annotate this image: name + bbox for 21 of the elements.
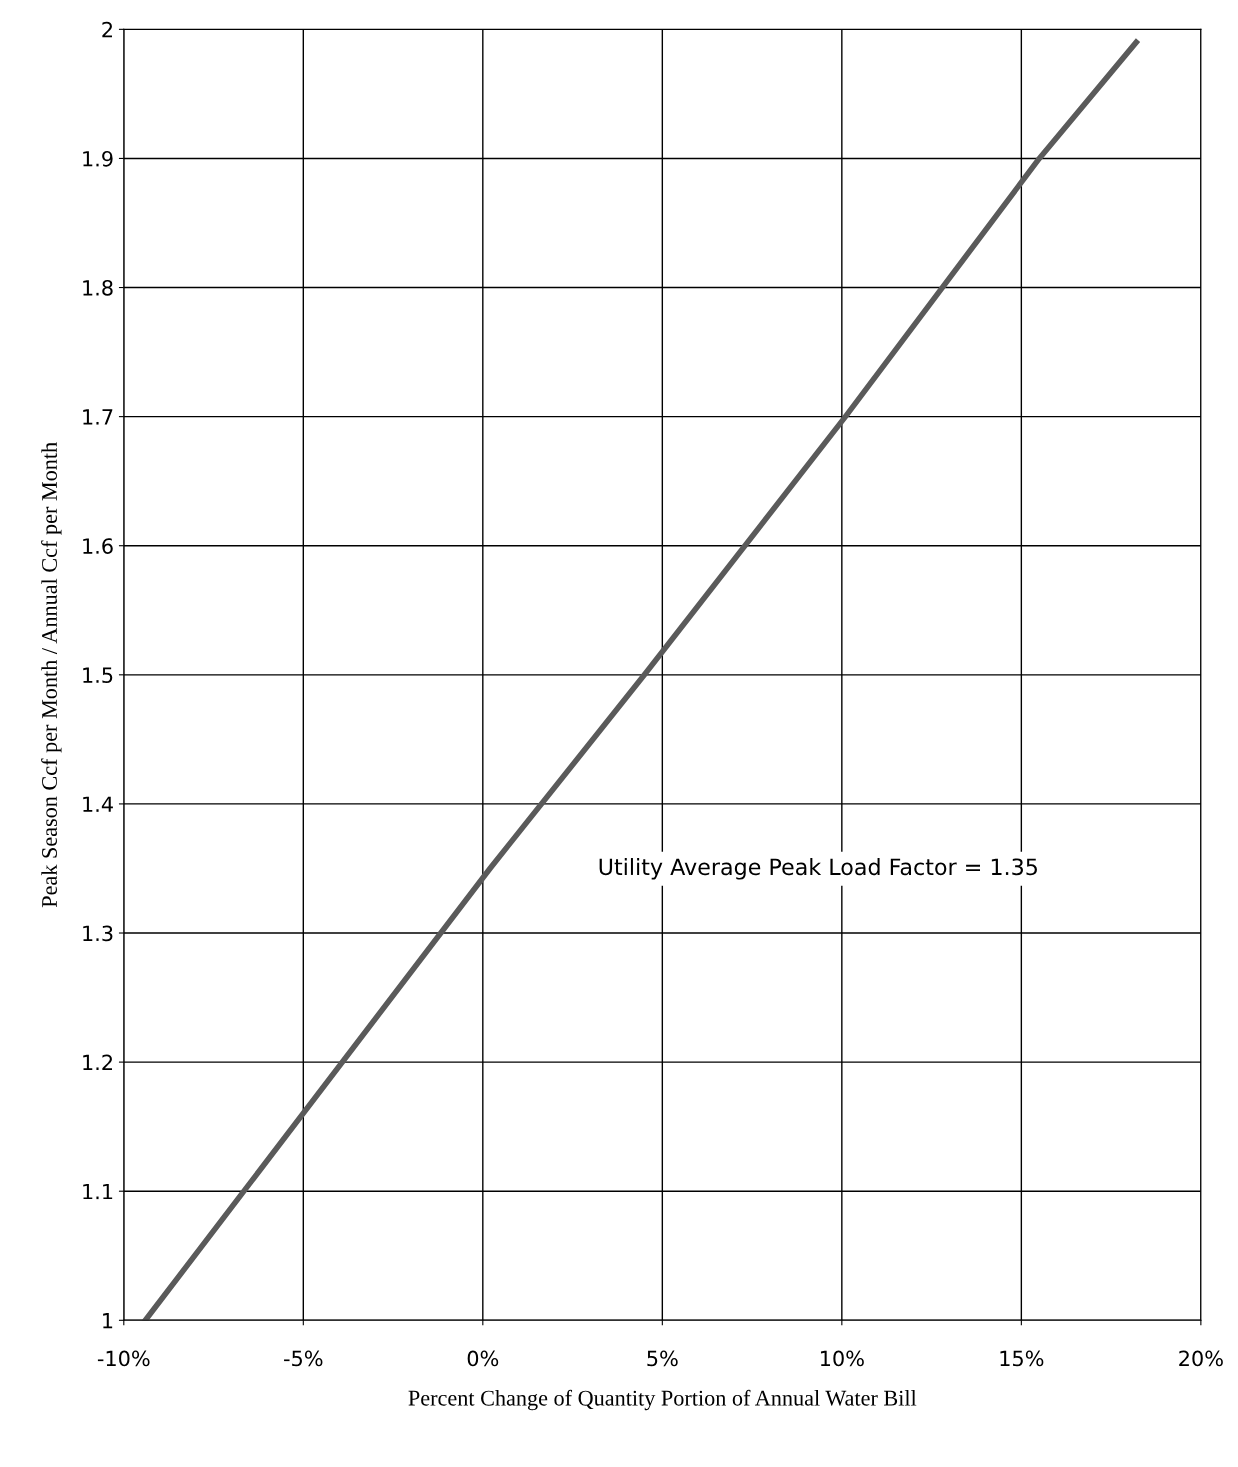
y-tick-label: 1.1 [83, 1183, 113, 1200]
y-tick-label: 1.2 [83, 1054, 112, 1071]
y-tick-label: 1.9 [83, 150, 113, 167]
x-tick-label: -10% [97, 1350, 150, 1367]
y-tick-label: 1.4 [83, 796, 113, 812]
y-tick-label: 1.5 [83, 667, 113, 684]
y-tick-label: 1 [103, 1313, 113, 1329]
y-tick-label: 1.3 [83, 925, 113, 942]
y-axis-title: Peak Season Ccf per Month / Annual Ccf per Month [41, 442, 62, 908]
x-tick-label: 15% [1000, 1350, 1044, 1367]
y-tick-label: 1.7 [83, 409, 113, 425]
x-tick-label: 0% [467, 1350, 499, 1367]
x-tick-label: 10% [820, 1350, 864, 1367]
x-tick-label: 20% [1179, 1350, 1223, 1367]
annotation: Utility Average Peak Load Factor = 1.35 [599, 858, 1037, 880]
y-tick-label: 2 [102, 21, 112, 38]
y-tick-label: 1.6 [83, 538, 113, 554]
y-tick-label: 1.8 [83, 279, 113, 296]
x-tick-label: -5% [284, 1350, 323, 1367]
x-tick-label: 5% [647, 1350, 678, 1367]
x-axis-title: Percent Change of Quantity Portion of Annual Water Bill [408, 1389, 917, 1411]
